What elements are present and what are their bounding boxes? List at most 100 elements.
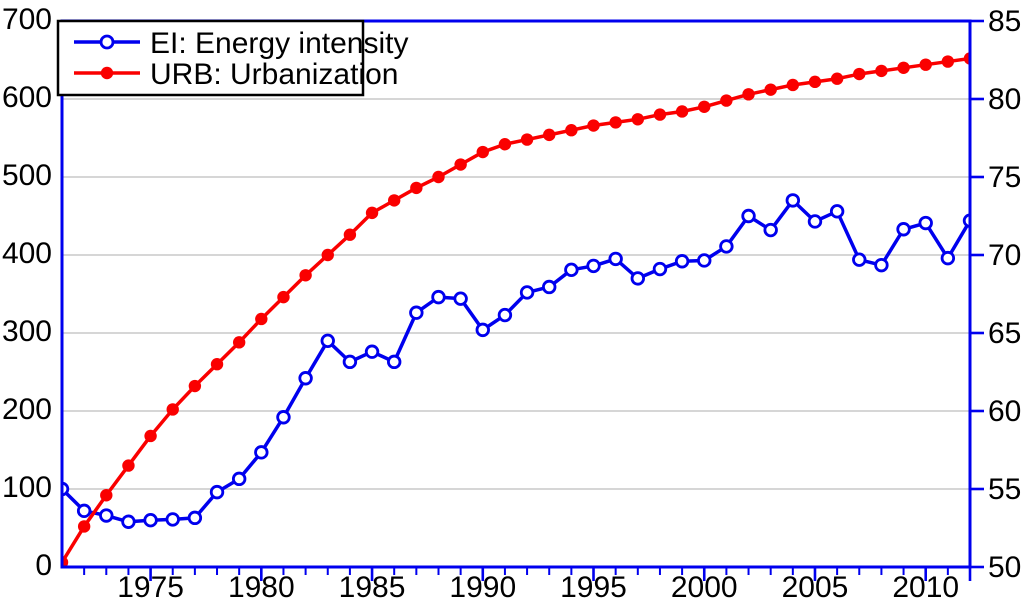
series-line-ei xyxy=(62,198,970,524)
x-axis-tick-label: 2010 xyxy=(892,571,959,604)
data-point-marker xyxy=(342,354,358,370)
data-point-marker xyxy=(76,503,92,519)
data-point-marker xyxy=(166,403,179,416)
data-point-marker xyxy=(475,322,490,338)
data-point-marker xyxy=(719,239,734,254)
data-point-marker xyxy=(741,208,756,224)
left-axis-tick-label: 0 xyxy=(35,549,52,582)
data-point-marker xyxy=(697,253,712,268)
legend-box xyxy=(56,19,365,97)
data-point-marker xyxy=(520,133,534,146)
data-point-marker xyxy=(343,228,357,241)
data-point-marker xyxy=(543,128,556,142)
data-point-marker xyxy=(963,52,970,65)
data-point-marker xyxy=(653,108,667,121)
left-axis-tick-label: 400 xyxy=(2,237,52,270)
data-point-marker xyxy=(742,88,755,101)
left-axis-tick-label: 300 xyxy=(2,315,52,348)
data-point-marker xyxy=(896,222,911,237)
data-point-marker xyxy=(364,344,380,359)
data-point-marker xyxy=(587,119,600,132)
data-point-marker xyxy=(165,512,180,527)
data-point-marker xyxy=(808,75,822,89)
data-point-marker xyxy=(918,215,933,231)
data-point-marker xyxy=(77,520,91,533)
x-axis-tick-label: 2005 xyxy=(782,571,849,604)
x-axis-tick-label: 1990 xyxy=(449,571,516,604)
data-point-marker xyxy=(255,312,268,326)
data-point-marker xyxy=(875,64,888,78)
data-point-marker xyxy=(497,307,513,323)
legend-label-energy-intensity: EI: Energy intensity xyxy=(150,27,408,60)
legend-item-urbanization: URB: Urbanization xyxy=(74,58,398,91)
data-point-marker xyxy=(209,484,225,500)
data-point-marker xyxy=(254,445,269,460)
left-axis-tick-label: 600 xyxy=(2,81,52,114)
axis-labels-layer: 0 100 200 300 400 500 600 700 50 55 60 65 70 75 80 85 19… xyxy=(2,3,1021,604)
data-point-marker xyxy=(298,371,313,386)
legend-label-urbanization: URB: Urbanization xyxy=(150,58,398,91)
x-axis-tick-label: 1980 xyxy=(228,571,295,604)
right-axis-tick-label: 65 xyxy=(988,317,1021,350)
data-point-marker xyxy=(454,158,467,171)
data-point-marker xyxy=(232,336,246,349)
data-point-marker xyxy=(829,204,845,219)
data-point-marker xyxy=(299,269,312,282)
data-point-marker xyxy=(609,116,622,129)
series-line-urb xyxy=(62,56,970,564)
data-point-marker xyxy=(188,379,202,393)
data-point-marker xyxy=(720,94,733,107)
data-point-marker xyxy=(763,222,778,238)
data-point-marker xyxy=(276,410,291,425)
data-series-layer xyxy=(62,52,970,567)
data-point-marker xyxy=(941,55,955,68)
right-axis-tick-label: 60 xyxy=(988,395,1021,428)
data-point-marker xyxy=(565,124,578,137)
data-point-marker xyxy=(100,489,113,502)
legend-filled-circle-marker-icon xyxy=(100,66,114,80)
legend: EI: Energy intensity URB: Urbanization xyxy=(56,19,408,97)
right-axis-tick-label: 75 xyxy=(988,161,1021,194)
x-axis-tick-label: 1985 xyxy=(339,571,406,604)
data-point-marker xyxy=(432,170,445,184)
data-point-marker xyxy=(321,248,334,262)
right-axis-tick-label: 50 xyxy=(988,551,1021,584)
data-point-marker xyxy=(144,429,157,443)
data-point-marker xyxy=(498,138,512,151)
data-point-marker xyxy=(476,145,489,159)
right-axis-tick-label: 55 xyxy=(988,473,1021,506)
data-point-marker xyxy=(410,181,423,195)
data-point-marker xyxy=(431,289,446,305)
x-axis-tick-label: 1995 xyxy=(560,571,627,604)
data-point-marker xyxy=(786,78,800,92)
data-point-marker xyxy=(897,61,910,74)
data-point-marker xyxy=(919,58,932,71)
data-point-marker xyxy=(630,271,646,286)
data-point-marker xyxy=(386,354,402,370)
data-point-marker xyxy=(387,194,401,207)
data-point-marker xyxy=(365,206,379,220)
data-point-marker xyxy=(187,510,203,526)
data-point-marker xyxy=(675,105,689,118)
data-point-marker xyxy=(652,261,668,277)
gridlines xyxy=(62,98,970,490)
data-point-marker xyxy=(764,83,777,96)
data-point-marker xyxy=(564,262,579,278)
data-point-marker xyxy=(608,251,623,267)
data-point-marker xyxy=(940,250,956,266)
data-point-marker xyxy=(453,291,468,306)
data-point-marker xyxy=(698,100,711,114)
data-point-marker xyxy=(210,358,224,371)
data-point-marker xyxy=(122,459,135,472)
data-point-marker xyxy=(631,113,645,126)
data-point-marker xyxy=(320,333,335,349)
data-point-marker xyxy=(586,258,601,274)
data-point-marker xyxy=(277,290,290,304)
legend-open-circle-marker-icon xyxy=(99,34,115,50)
legend-item-energy-intensity: EI: Energy intensity xyxy=(74,27,408,60)
left-axis-tick-label: 500 xyxy=(2,159,52,192)
right-axis-tick-label: 80 xyxy=(988,83,1021,116)
left-axis-tick-label: 700 xyxy=(2,3,52,36)
data-point-marker xyxy=(542,279,557,295)
